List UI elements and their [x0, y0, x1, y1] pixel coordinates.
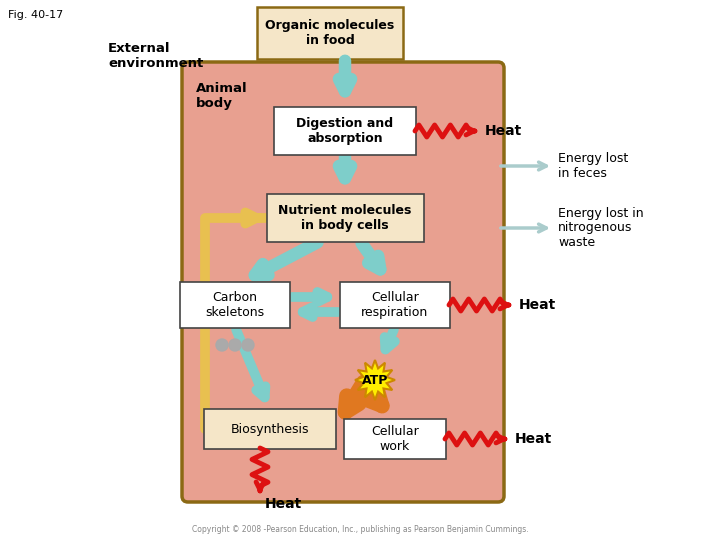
- FancyBboxPatch shape: [274, 107, 416, 155]
- Text: Carbon
skeletons: Carbon skeletons: [205, 291, 264, 319]
- Text: Nutrient molecules
in body cells: Nutrient molecules in body cells: [279, 204, 412, 232]
- Text: Energy lost in
nitrogenous
waste: Energy lost in nitrogenous waste: [558, 206, 644, 249]
- Text: Copyright © 2008 -Pearson Education, Inc., publishing as Pearson Benjamin Cummin: Copyright © 2008 -Pearson Education, Inc…: [192, 525, 528, 534]
- Text: Cellular
respiration: Cellular respiration: [361, 291, 428, 319]
- Text: Heat: Heat: [265, 497, 302, 511]
- FancyBboxPatch shape: [266, 194, 423, 242]
- FancyBboxPatch shape: [257, 7, 403, 59]
- FancyBboxPatch shape: [340, 282, 450, 328]
- Text: External
environment: External environment: [108, 42, 203, 70]
- Text: Organic molecules
in food: Organic molecules in food: [266, 19, 395, 47]
- FancyBboxPatch shape: [204, 409, 336, 449]
- FancyBboxPatch shape: [182, 62, 504, 502]
- Polygon shape: [355, 360, 395, 400]
- Text: Heat: Heat: [485, 124, 522, 138]
- Text: Heat: Heat: [515, 432, 552, 446]
- FancyBboxPatch shape: [180, 282, 290, 328]
- Circle shape: [229, 339, 241, 351]
- Circle shape: [216, 339, 228, 351]
- Text: ATP: ATP: [362, 374, 388, 387]
- FancyBboxPatch shape: [344, 419, 446, 459]
- Circle shape: [242, 339, 254, 351]
- Text: Animal
body: Animal body: [196, 82, 248, 110]
- Text: Digestion and
absorption: Digestion and absorption: [297, 117, 394, 145]
- Text: Fig. 40-17: Fig. 40-17: [8, 10, 63, 20]
- Text: Biosynthesis: Biosynthesis: [230, 422, 310, 435]
- Text: Energy lost
in feces: Energy lost in feces: [558, 152, 629, 180]
- Text: Cellular
work: Cellular work: [371, 425, 419, 453]
- Text: Heat: Heat: [519, 298, 557, 312]
